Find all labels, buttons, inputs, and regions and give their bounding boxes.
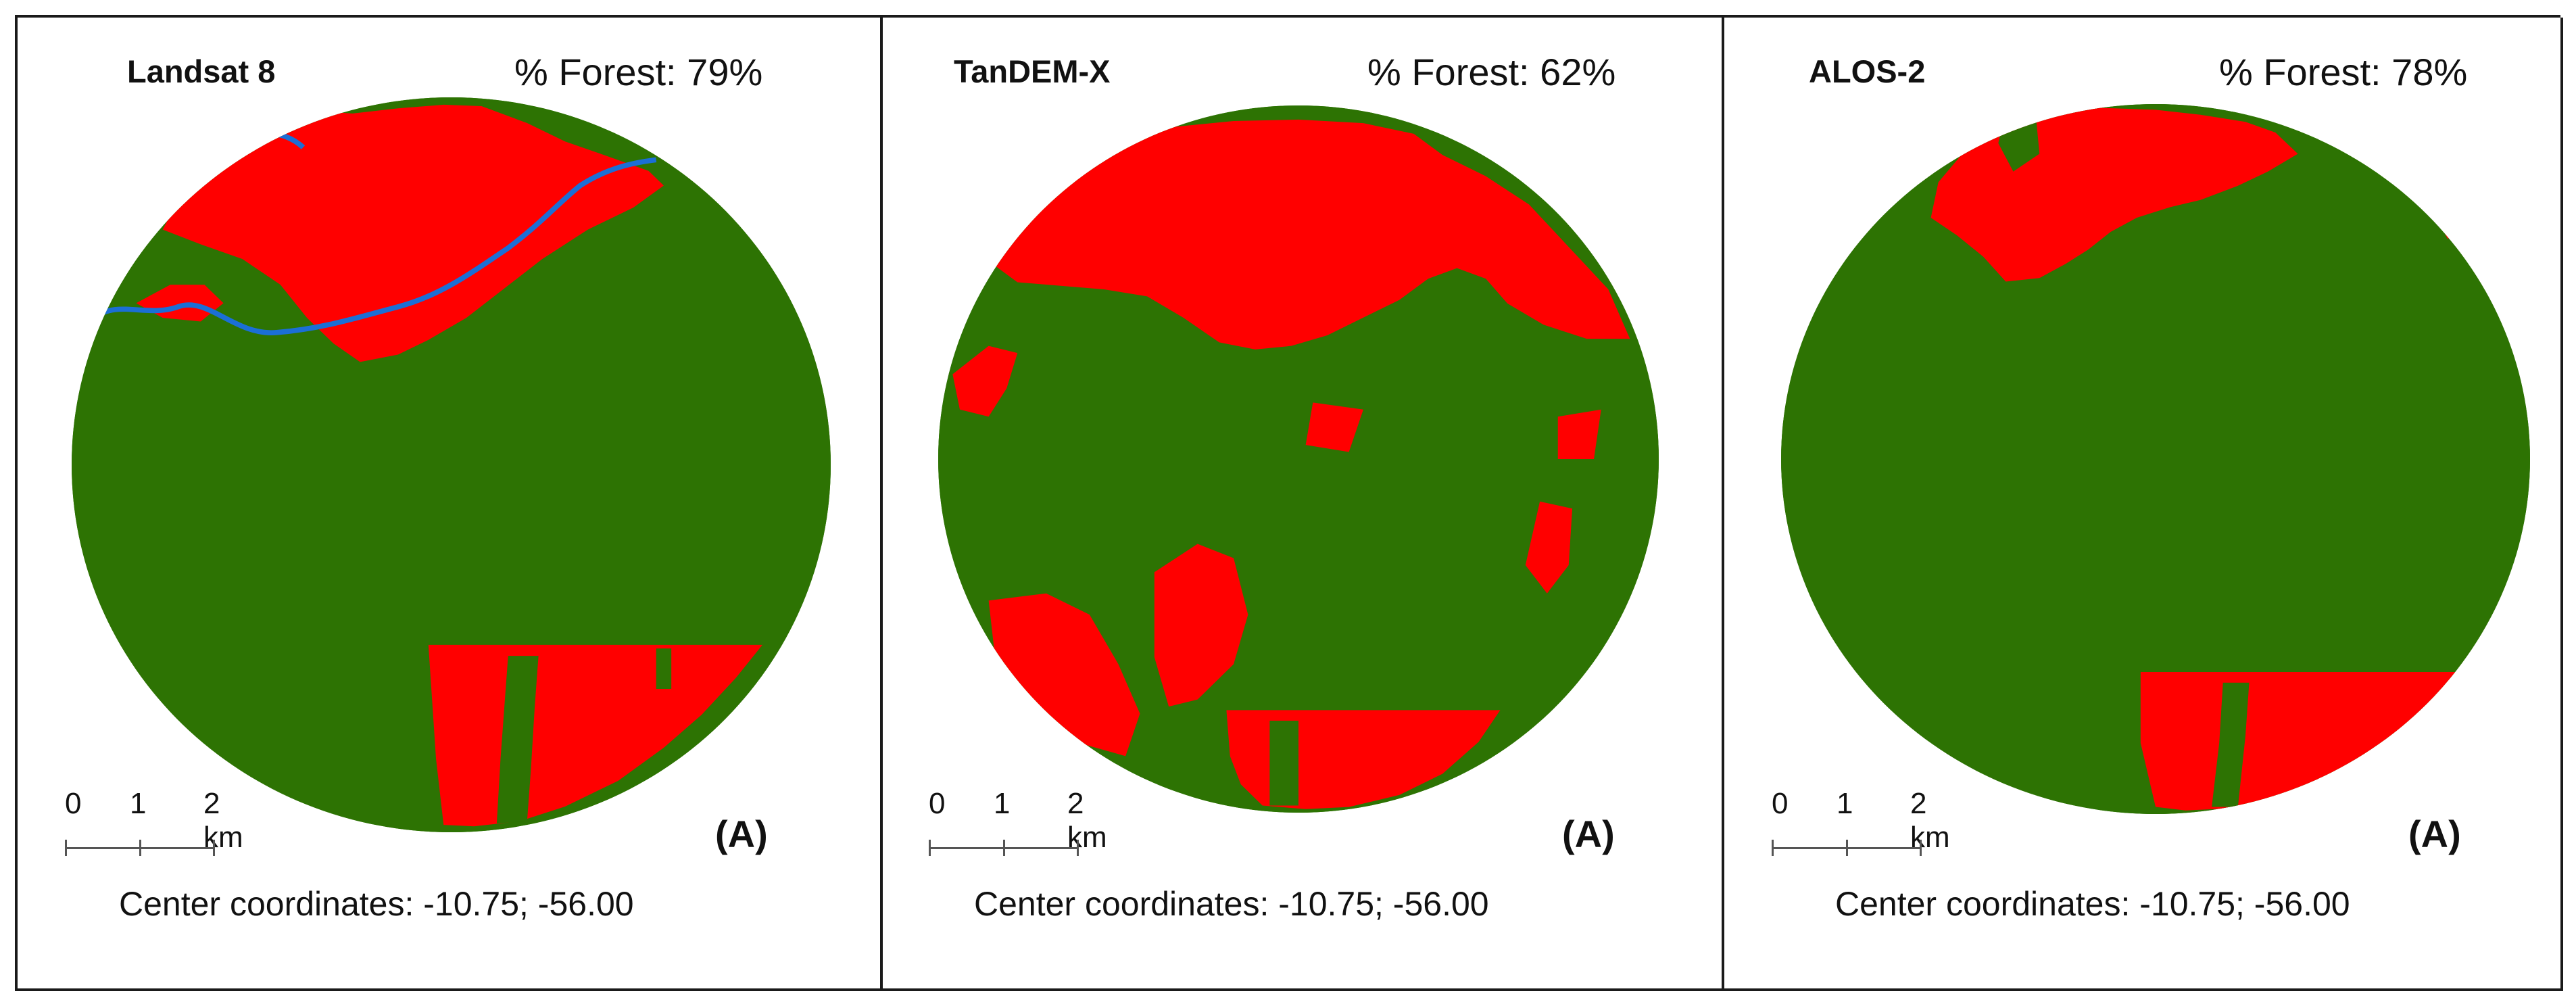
non-forest-patch-east — [1525, 501, 1573, 594]
scale-tick — [65, 840, 67, 856]
forest-strip-south — [1269, 721, 1298, 806]
center-coordinates: Center coordinates: -10.75; -56.00 — [974, 885, 1489, 923]
scale-bar: 0 1 2 km — [929, 787, 1107, 882]
panel-title: ALOS-2 — [1809, 53, 1926, 89]
non-forest-patch-west — [952, 345, 1018, 417]
classification-map-svg — [72, 97, 831, 832]
scale-label-zero: 0 — [1772, 787, 1789, 820]
classification-map — [72, 97, 831, 832]
scale-tick — [1772, 840, 1774, 856]
scale-tick — [1846, 840, 1848, 856]
panel-letter: (A) — [2408, 813, 2461, 855]
scale-label-zero: 0 — [65, 787, 82, 820]
center-coordinates: Center coordinates: -10.75; -56.00 — [119, 885, 634, 923]
non-forest-patch-north — [162, 104, 664, 362]
scale-bar-graphic — [929, 840, 1079, 856]
classification-map-svg — [1781, 104, 2530, 814]
forest-percentage: % Forest: 62% — [1367, 51, 1616, 93]
forest-strip-south — [2212, 682, 2250, 807]
classification-map-svg — [938, 105, 1659, 813]
forest-percentage: % Forest: 79% — [514, 51, 763, 93]
scale-tick — [1003, 840, 1005, 856]
scale-label-zero: 0 — [929, 787, 946, 820]
center-coordinates: Center coordinates: -10.75; -56.00 — [1835, 885, 2350, 923]
non-forest-patch-south — [2140, 672, 2493, 811]
non-forest-patch-north — [988, 119, 1630, 350]
map-panel-tandem-x: TanDEM-X % Forest: 62% 0 1 2 km — [883, 18, 1724, 991]
non-forest-patch-center — [1305, 402, 1363, 452]
non-forest-patch-center-south — [1154, 544, 1248, 707]
classification-map — [938, 105, 1659, 813]
map-panel-landsat-8: Landsat 8 % Forest: 79% 0 1 2 km — [18, 18, 883, 991]
forest-strip-south-right — [656, 648, 672, 690]
panel-letter: (A) — [715, 813, 768, 855]
forest-strip-south — [496, 656, 539, 823]
figure-frame: Landsat 8 % Forest: 79% 0 1 2 km — [15, 15, 2563, 991]
scale-bar: 0 1 2 km — [1772, 787, 1950, 882]
scale-tick — [1920, 840, 1922, 856]
map-panel-alos-2: ALOS-2 % Forest: 78% 0 1 2 km (A — [1724, 18, 2563, 991]
scale-bar-graphic — [65, 840, 215, 856]
scale-label-one: 1 — [994, 787, 1011, 820]
non-forest-patch-southwest — [988, 593, 1140, 757]
river — [93, 157, 657, 335]
classification-map — [1781, 104, 2530, 814]
panel-letter: (A) — [1562, 813, 1615, 855]
scale-tick — [929, 840, 931, 856]
scale-tick — [139, 840, 141, 856]
scale-bar: 0 1 2 km — [65, 787, 243, 882]
scale-label-two-km: 2 km — [203, 787, 243, 854]
scale-label-one: 1 — [1837, 787, 1853, 820]
scale-tick — [213, 840, 215, 856]
panel-title: TanDEM-X — [954, 53, 1111, 89]
scale-label-one: 1 — [130, 787, 147, 820]
scale-tick — [1077, 840, 1079, 856]
non-forest-patch-northeast — [1557, 409, 1601, 459]
panel-title: Landsat 8 — [127, 53, 276, 89]
scale-bar-graphic — [1772, 840, 1922, 856]
forest-percentage: % Forest: 78% — [2219, 51, 2468, 93]
scale-label-two-km: 2 km — [1067, 787, 1107, 854]
